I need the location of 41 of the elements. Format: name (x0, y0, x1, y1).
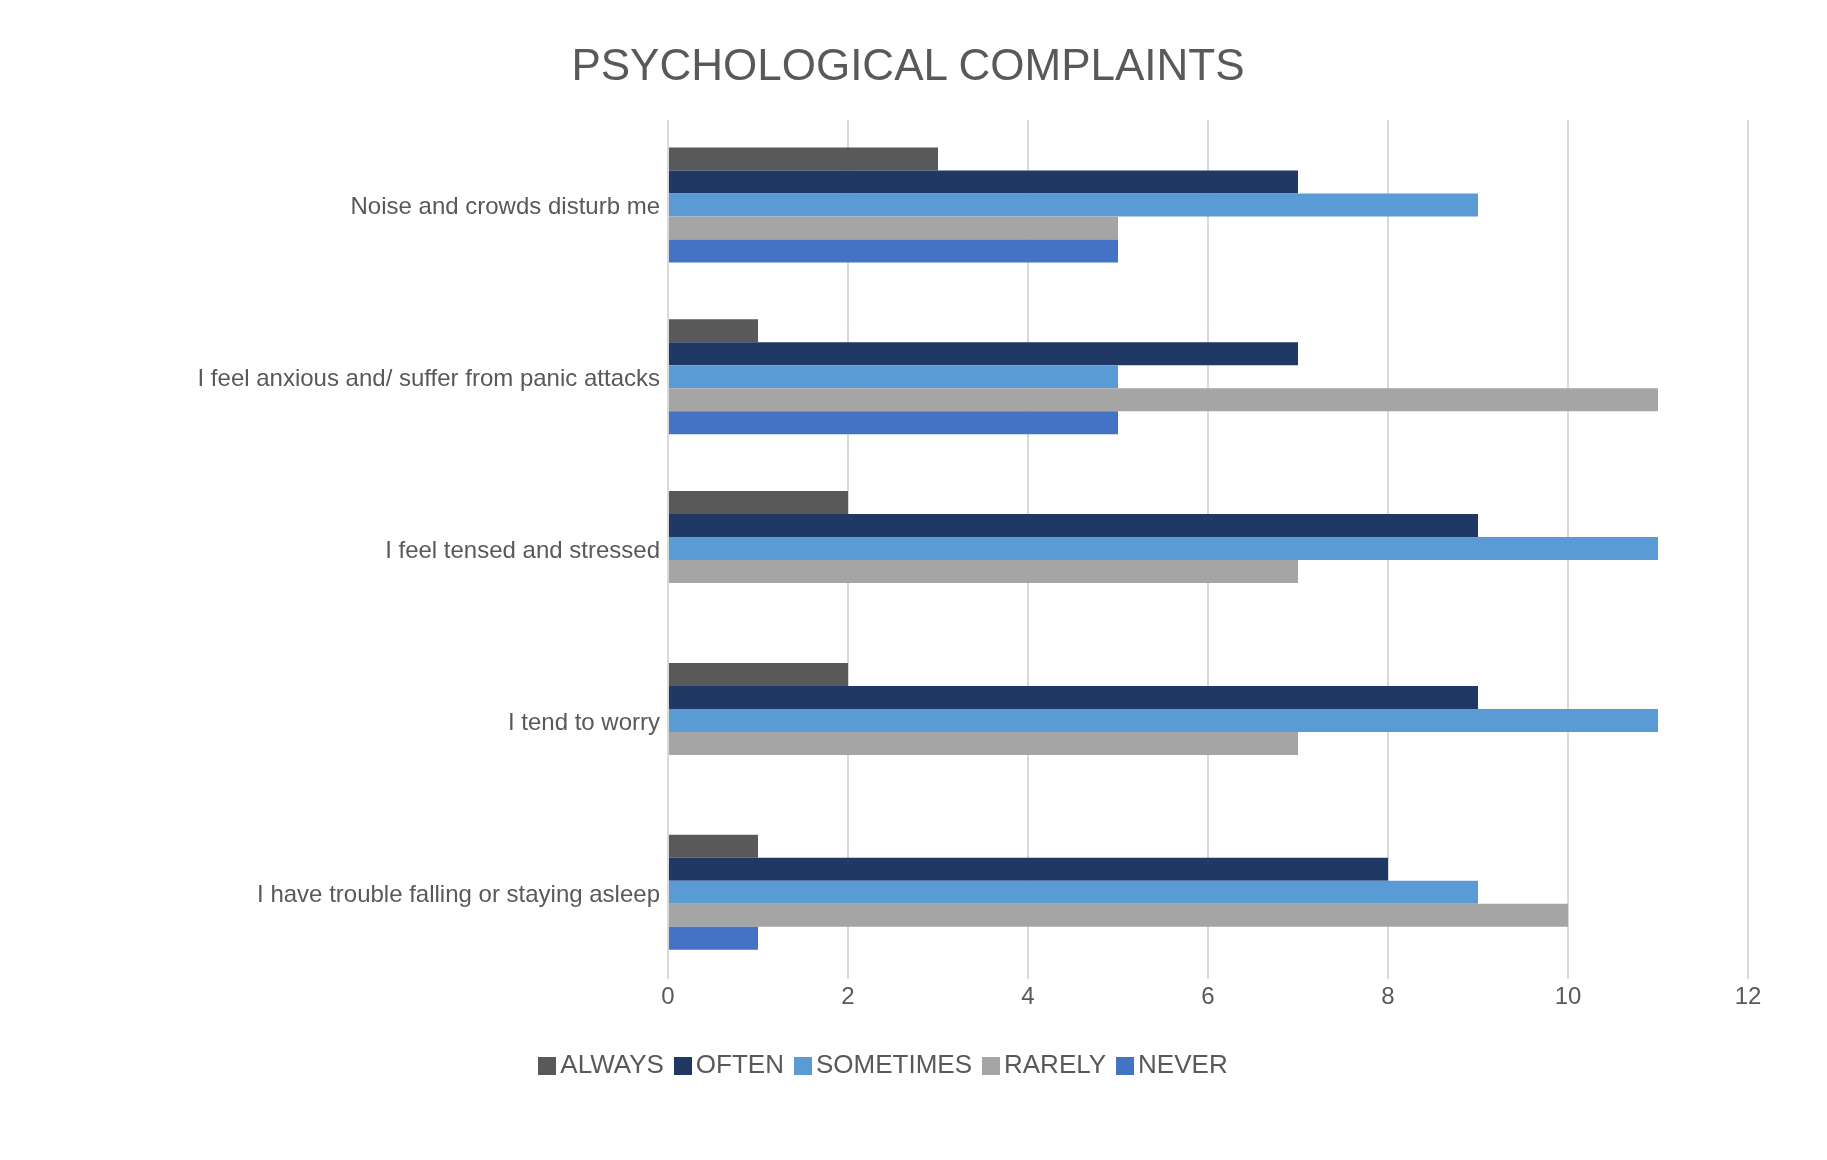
bar (668, 903, 1568, 927)
x-tick-label: 4 (1021, 982, 1035, 1010)
bar (668, 319, 758, 343)
x-tick-label: 12 (1734, 982, 1762, 1010)
bar (668, 685, 1478, 709)
x-tick-label: 10 (1554, 982, 1582, 1010)
y-tick-label: I have trouble falling or staying asleep (257, 879, 660, 907)
bar (668, 560, 1298, 584)
y-tick-label: I tend to worry (507, 707, 660, 735)
bar (668, 731, 1298, 755)
bar (668, 514, 1478, 538)
bar (668, 662, 848, 686)
legend-label: NEVER (1138, 1049, 1228, 1079)
bar (668, 388, 1658, 412)
y-tick-label: Noise and crowds disturb me (350, 192, 660, 220)
legend-label: SOMETIMES (815, 1049, 972, 1079)
x-tick-label: 2 (841, 982, 855, 1010)
bar (668, 147, 938, 171)
bar (668, 491, 848, 515)
bar (668, 170, 1298, 194)
x-tick-label: 8 (1381, 982, 1395, 1010)
bar (668, 239, 1118, 263)
bar (668, 537, 1658, 561)
x-tick-label: 0 (661, 982, 675, 1010)
y-tick-label: I feel tensed and stressed (385, 536, 660, 564)
legend-label: ALWAYS (560, 1049, 664, 1079)
chart-title: PSYCHOLOGICAL COMPLAINTS (570, 40, 1246, 90)
bar (668, 365, 1118, 389)
bar (668, 880, 1478, 904)
x-tick-label: 6 (1201, 982, 1215, 1010)
bar (668, 411, 1118, 435)
bar (668, 834, 758, 858)
legend-label: RARELY (1003, 1049, 1107, 1079)
bar (668, 926, 758, 950)
bar (668, 342, 1298, 366)
bar (668, 857, 1388, 881)
bar (668, 216, 1118, 240)
legend-label: OFTEN (695, 1049, 784, 1079)
bar (668, 193, 1478, 217)
bar (668, 708, 1658, 732)
y-tick-label: I feel anxious and/ suffer from panic attacks (197, 364, 660, 392)
